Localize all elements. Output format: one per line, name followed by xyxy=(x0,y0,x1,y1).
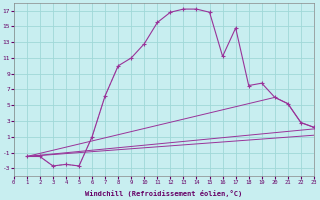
X-axis label: Windchill (Refroidissement éolien,°C): Windchill (Refroidissement éolien,°C) xyxy=(85,190,243,197)
